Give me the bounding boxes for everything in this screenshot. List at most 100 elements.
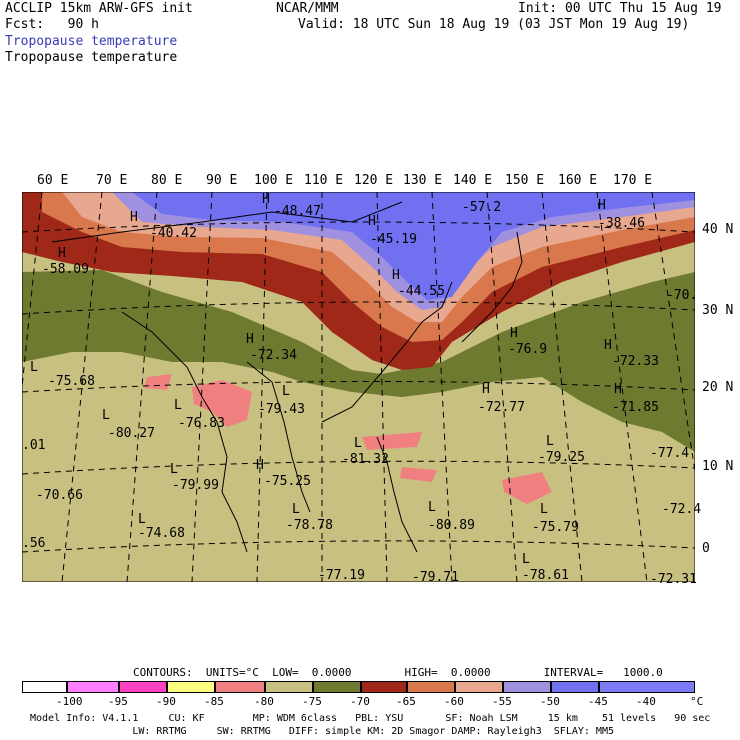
lon-label-140e: 140 E [453, 173, 493, 188]
colorbar-tick-label: -90 [156, 695, 176, 708]
header-init-time: Init: 00 UTC Thu 15 Aug 19 [518, 1, 722, 16]
edge-label: .01 [22, 438, 46, 453]
colorbar-swatch [119, 681, 167, 693]
high-label: -72.33 [612, 354, 659, 369]
colorbar-tick-label: -60 [444, 695, 464, 708]
colorbar-unit: °C [690, 695, 704, 708]
header-forecast-hour: Fcst: 90 h [5, 17, 99, 32]
colorbar-tick-label: -55 [492, 695, 512, 708]
border-central-asia [51, 201, 403, 243]
colorbar-swatch [22, 681, 67, 693]
high-label: -58.09 [42, 262, 89, 277]
lat-label-20n: 20 N [702, 380, 734, 395]
shade-minus80-patch [502, 472, 552, 504]
edge-label: -79.71 [412, 570, 459, 585]
high-label: -71.85 [612, 400, 659, 415]
high-label: -44.55 [398, 284, 445, 299]
colorbar-swatch [313, 681, 361, 693]
colorbar-tick-label: -80 [254, 695, 274, 708]
shade-minus80-patch [144, 374, 172, 390]
high-label: -40.42 [150, 226, 197, 241]
low-label: -75.79 [532, 520, 579, 535]
coastline-indochina [246, 361, 311, 513]
colorbar-tick-label: -95 [108, 695, 128, 708]
colorbar-tick-label: -65 [396, 695, 416, 708]
lat-label-30n: 30 N [702, 303, 734, 318]
lon-label-120e: 120 E [354, 173, 394, 188]
lon-label-90e: 90 E [206, 173, 238, 188]
lon-label-100e: 100 E [254, 173, 294, 188]
colorbar-swatch [407, 681, 455, 693]
edge-label: -70. [666, 288, 698, 303]
lon-label-110e: 110 E [304, 173, 344, 188]
lon-label-70e: 70 E [96, 173, 128, 188]
lon-label-130e: 130 E [403, 173, 443, 188]
lon-label-60e: 60 E [37, 173, 69, 188]
colorbar-tick-label: -50 [540, 695, 560, 708]
colorbar-swatch [167, 681, 215, 693]
field-title-contour: Tropopause temperature [5, 50, 178, 65]
shade-minus80-patch [192, 380, 252, 427]
lat-label-0: 0 [702, 541, 710, 556]
colorbar-swatch [599, 681, 695, 693]
coastline-south-asia [121, 311, 248, 553]
high-label: -76.9 [508, 342, 548, 357]
lon-label-150e: 150 E [505, 173, 545, 188]
colorbar-tick-label: -45 [588, 695, 608, 708]
footer-physics-info: LW: RRTMG SW: RRTMG DIFF: simple KM: 2D … [30, 726, 614, 737]
colorbar-swatch [215, 681, 265, 693]
edge-label: -72.31 [650, 572, 697, 587]
high-label: -45.19 [370, 232, 417, 247]
shade-minus80-patch [362, 432, 422, 450]
edge-label: -77.4 [650, 446, 690, 461]
low-label: -79.99 [172, 478, 219, 493]
header-valid-time: Valid: 18 UTC Sun 18 Aug 19 (03 JST Mon … [298, 17, 690, 32]
shade-minus45-band [132, 192, 695, 300]
lat-label-40n: 40 N [702, 222, 734, 237]
edge-label: -77.19 [318, 568, 365, 583]
edge-label: .56 [22, 536, 46, 551]
high-label: -57.2 [462, 200, 502, 215]
lat-label-10n: 10 N [702, 459, 734, 474]
low-label: -79.43 [258, 402, 305, 417]
high-label: -48.47 [274, 204, 321, 219]
header-org: NCAR/MMM [276, 1, 339, 16]
lon-label-170e: 170 E [613, 173, 653, 188]
colorbar-tick-label: -100 [56, 695, 83, 708]
field-title-shaded: Tropopause temperature [5, 34, 178, 49]
colorbar-tick-label: -85 [204, 695, 224, 708]
edge-label: -72.4 [662, 502, 702, 517]
header-model-title: ACCLIP 15km ARW-GFS init [5, 1, 193, 16]
footer-model-info: Model Info: V4.1.1 CU: KF MP: WDM 6class… [30, 713, 711, 724]
shade-minus80-patch [400, 467, 437, 482]
low-label: -78.61 [522, 568, 569, 583]
colorbar-tick-label: -40 [636, 695, 656, 708]
colorbar-swatch [503, 681, 551, 693]
high-label: -75.25 [264, 474, 311, 489]
contours-caption: CONTOURS: UNITS=°C LOW= 0.0000 HIGH= 0.0… [133, 666, 663, 679]
lon-label-160e: 160 E [558, 173, 598, 188]
coastline-east-china [321, 281, 453, 423]
colorbar-swatch [455, 681, 503, 693]
tropopause-temperature-map: H -40.42 H -48.47 H -45.19 -57.2 H -38.4… [22, 192, 701, 587]
shade-minus70-band [22, 270, 695, 452]
low-label: -78.78 [286, 518, 333, 533]
high-label: -72.77 [478, 400, 525, 415]
colorbar-swatch [361, 681, 407, 693]
colorbar-tick-label: -70 [350, 695, 370, 708]
low-label: -75.68 [48, 374, 95, 389]
colorbar-swatch [67, 681, 119, 693]
colorbar-swatch [551, 681, 599, 693]
low-label: -74.68 [138, 526, 185, 541]
high-label: -38.46 [598, 216, 645, 231]
low-label: -81.32 [342, 452, 389, 467]
low-label: -80.89 [428, 518, 475, 533]
graticule [22, 192, 695, 582]
high-label: -72.34 [250, 348, 297, 363]
low-label: -79.25 [538, 450, 585, 465]
colorbar-swatch [265, 681, 313, 693]
low-label: -80.27 [108, 426, 155, 441]
coastlines [22, 192, 695, 582]
coastline-philippines [376, 436, 418, 553]
coastline-japan [461, 231, 523, 343]
